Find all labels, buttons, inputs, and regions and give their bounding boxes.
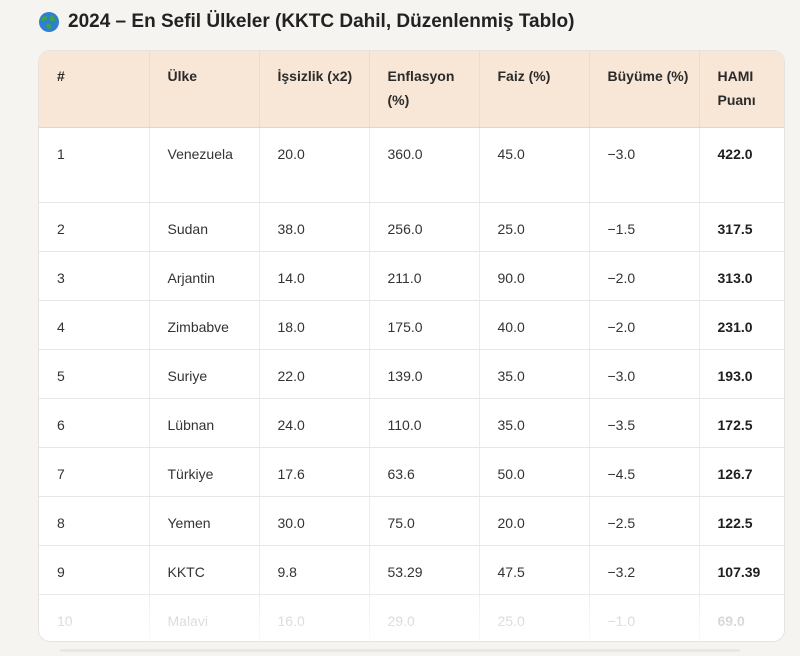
cell-growth: −1.5 [589,202,700,252]
cell-growth: −3.0 [589,349,700,399]
cell-inflation: 63.6 [369,447,480,497]
cell-inflation: 53.29 [369,545,480,595]
cell-growth: −3.5 [589,398,700,448]
horizontal-scrollbar[interactable] [60,649,740,652]
table-row: 2 Sudan 38.0 256.0 25.0 −1.5 317.5 [39,202,784,252]
cell-inflation: 256.0 [369,202,480,252]
cell-country: Suriye [149,349,260,399]
table-row: 1 Venezuela 20.0 360.0 45.0 −3.0 422.0 [39,127,784,203]
cell-interest: 25.0 [479,594,590,641]
cell-unemployment: 16.0 [259,594,370,641]
cell-rank: 2 [39,202,150,252]
cell-score: 231.0 [699,300,784,350]
cell-interest: 35.0 [479,398,590,448]
cell-country: Lübnan [149,398,260,448]
header-score: HAMI Puanı [699,51,784,128]
header-inflation: Enflasyon (%) [369,51,480,128]
cell-rank: 1 [39,127,150,203]
header-interest: Faiz (%) [479,51,590,128]
cell-country: Türkiye [149,447,260,497]
cell-interest: 50.0 [479,447,590,497]
cell-unemployment: 22.0 [259,349,370,399]
table-row: 9 KKTC 9.8 53.29 47.5 −3.2 107.39 [39,545,784,595]
cell-country: Venezuela [149,127,260,203]
cell-unemployment: 38.0 [259,202,370,252]
cell-inflation: 29.0 [369,594,480,641]
cell-score: 122.5 [699,496,784,546]
cell-inflation: 175.0 [369,300,480,350]
cell-score: 69.0 [699,594,784,641]
data-table: # Ülke İşsizlik (x2) Enflasyon (%) Faiz … [39,51,784,641]
cell-score: 313.0 [699,251,784,301]
table-row: 4 Zimbabve 18.0 175.0 40.0 −2.0 231.0 [39,300,784,350]
table-row: 3 Arjantin 14.0 211.0 90.0 −2.0 313.0 [39,251,784,301]
table-row: 7 Türkiye 17.6 63.6 50.0 −4.5 126.7 [39,447,784,497]
cell-inflation: 110.0 [369,398,480,448]
cell-interest: 25.0 [479,202,590,252]
cell-growth: −2.0 [589,251,700,301]
cell-rank: 8 [39,496,150,546]
cell-interest: 20.0 [479,496,590,546]
header-growth: Büyüme (%) [589,51,700,128]
header-rank: # [39,51,150,128]
cell-growth: −3.2 [589,545,700,595]
cell-growth: −3.0 [589,127,700,203]
cell-score: 317.5 [699,202,784,252]
data-table-card: # Ülke İşsizlik (x2) Enflasyon (%) Faiz … [38,50,785,642]
cell-interest: 90.0 [479,251,590,301]
cell-rank: 6 [39,398,150,448]
cell-unemployment: 9.8 [259,545,370,595]
globe-icon [39,12,59,32]
cell-unemployment: 24.0 [259,398,370,448]
cell-rank: 7 [39,447,150,497]
cell-growth: −2.0 [589,300,700,350]
cell-unemployment: 14.0 [259,251,370,301]
cell-rank: 3 [39,251,150,301]
cell-rank: 9 [39,545,150,595]
cell-score: 172.5 [699,398,784,448]
cell-rank: 10 [39,594,150,641]
cell-rank: 4 [39,300,150,350]
cell-country: Malavi [149,594,260,641]
cell-inflation: 211.0 [369,251,480,301]
cell-country: Zimbabve [149,300,260,350]
cell-unemployment: 30.0 [259,496,370,546]
cell-inflation: 75.0 [369,496,480,546]
cell-score: 126.7 [699,447,784,497]
cell-rank: 5 [39,349,150,399]
cell-interest: 40.0 [479,300,590,350]
cell-country: Arjantin [149,251,260,301]
table-row: 6 Lübnan 24.0 110.0 35.0 −3.5 172.5 [39,398,784,448]
cell-country: Sudan [149,202,260,252]
cell-country: Yemen [149,496,260,546]
header-country: Ülke [149,51,260,128]
table-header-row: # Ülke İşsizlik (x2) Enflasyon (%) Faiz … [39,51,784,128]
cell-score: 193.0 [699,349,784,399]
cell-growth: −4.5 [589,447,700,497]
page-title: 2024 – En Sefil Ülkeler (KKTC Dahil, Düz… [68,11,575,32]
cell-inflation: 139.0 [369,349,480,399]
cell-score: 422.0 [699,127,784,203]
title-bar: 2024 – En Sefil Ülkeler (KKTC Dahil, Düz… [38,8,574,36]
cell-growth: −2.5 [589,496,700,546]
cell-country: KKTC [149,545,260,595]
cell-unemployment: 17.6 [259,447,370,497]
cell-inflation: 360.0 [369,127,480,203]
cell-interest: 47.5 [479,545,590,595]
cell-growth: −1.0 [589,594,700,641]
table-row: 5 Suriye 22.0 139.0 35.0 −3.0 193.0 [39,349,784,399]
table-row: 10 Malavi 16.0 29.0 25.0 −1.0 69.0 [39,594,784,641]
cell-interest: 45.0 [479,127,590,203]
table-row: 8 Yemen 30.0 75.0 20.0 −2.5 122.5 [39,496,784,546]
header-unemployment: İşsizlik (x2) [259,51,370,128]
cell-score: 107.39 [699,545,784,595]
cell-unemployment: 20.0 [259,127,370,203]
cell-interest: 35.0 [479,349,590,399]
cell-unemployment: 18.0 [259,300,370,350]
